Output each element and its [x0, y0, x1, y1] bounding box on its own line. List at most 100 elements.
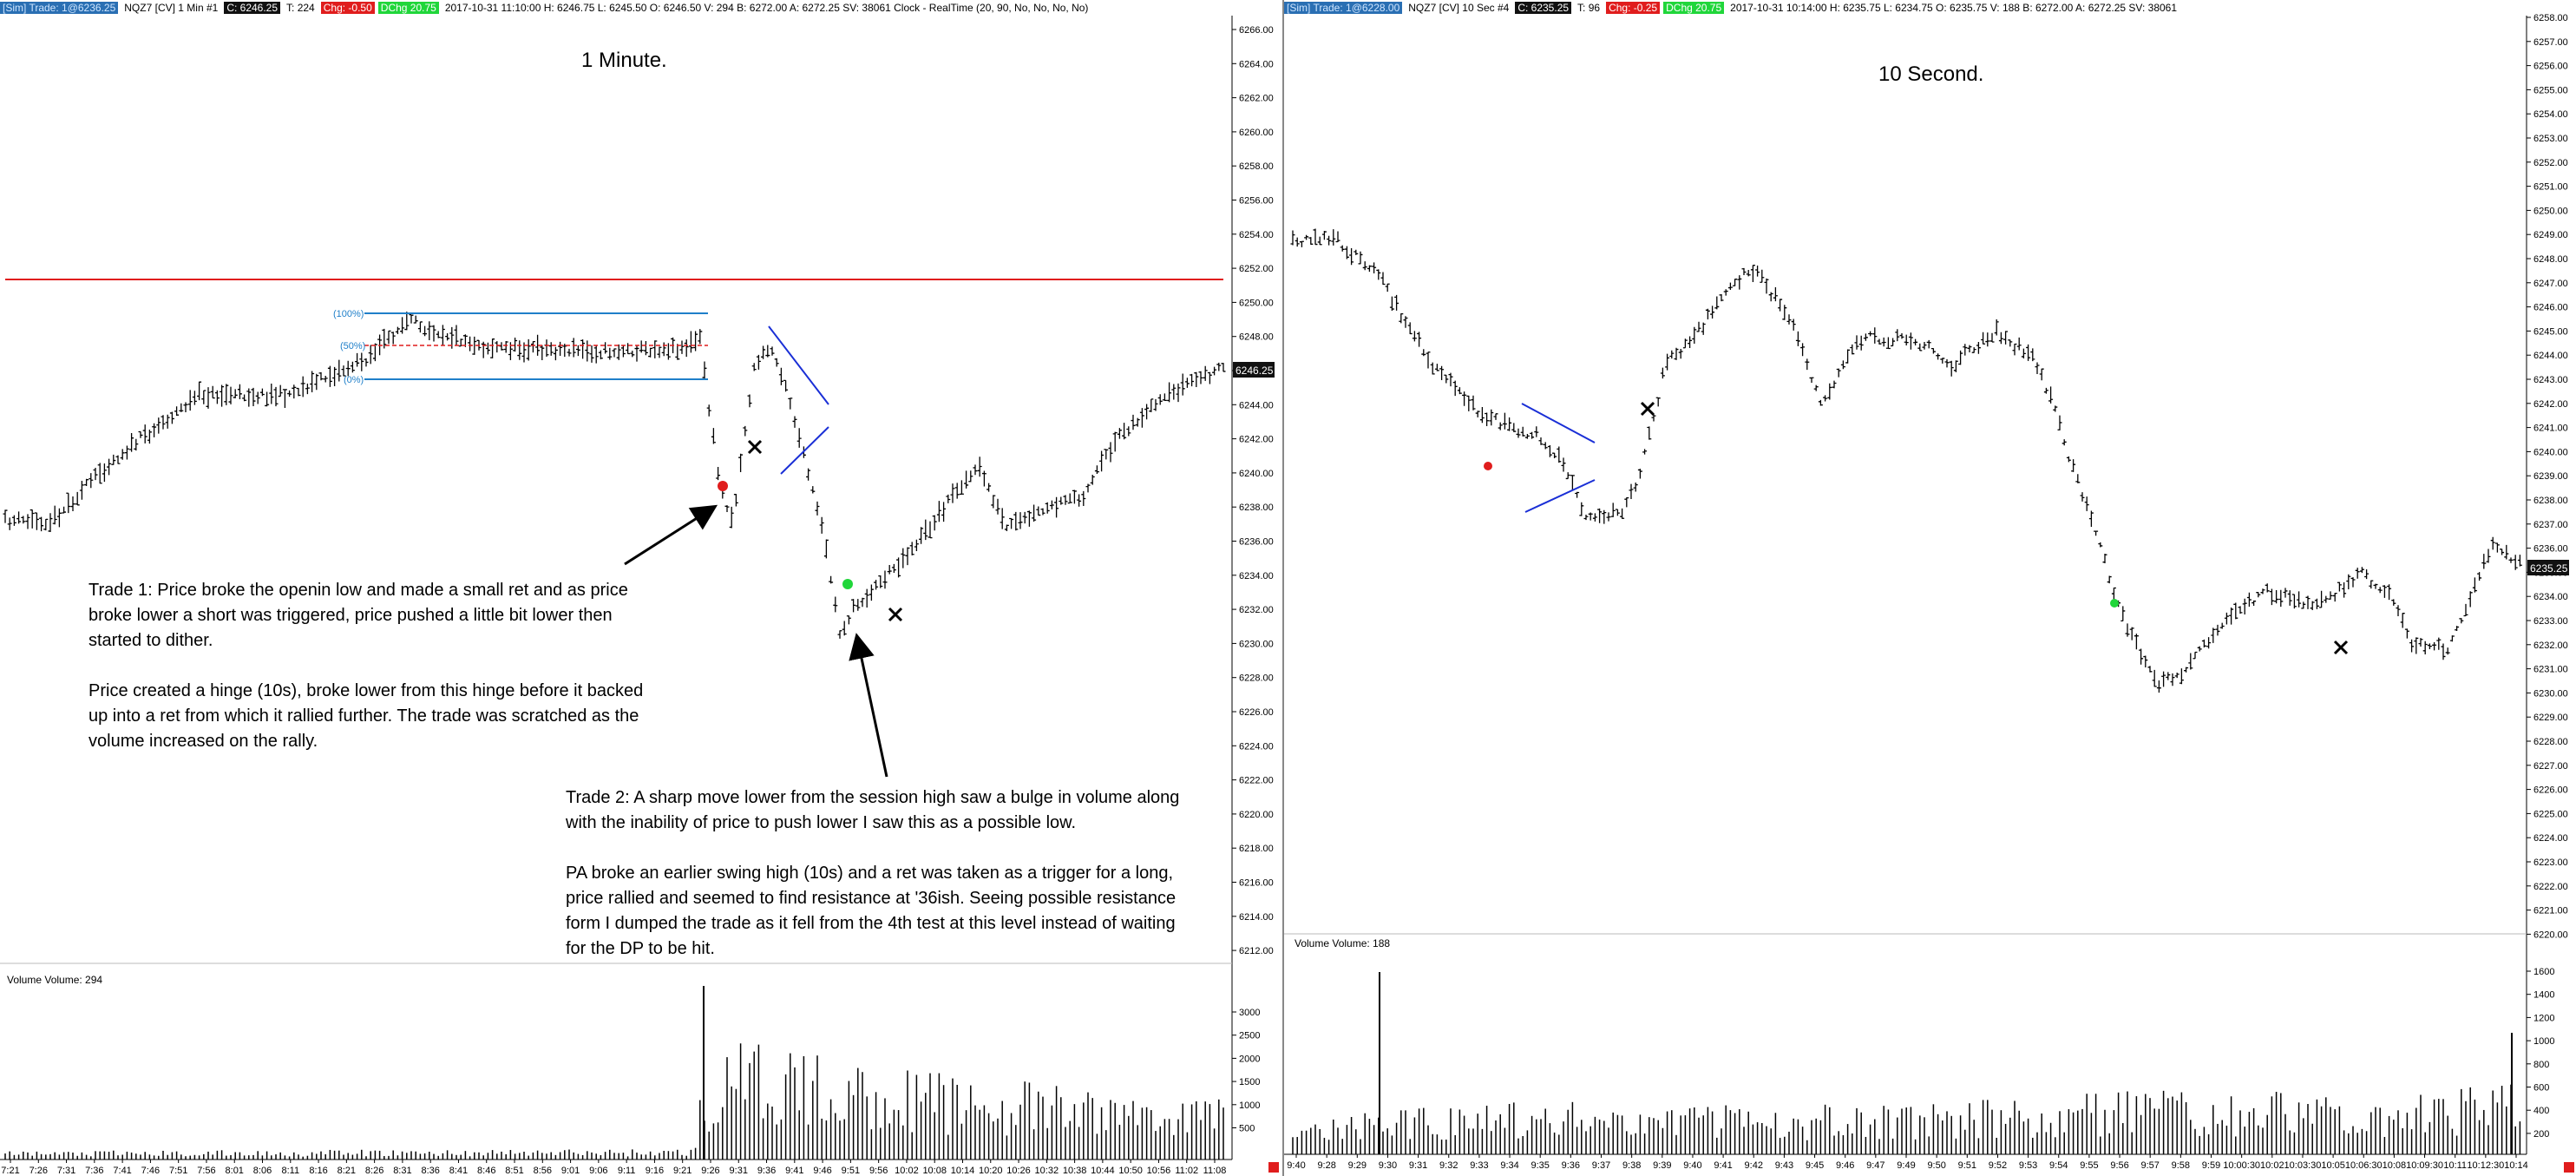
price-bar [792, 416, 797, 428]
time-tick-label: 9:50 [1927, 1160, 1945, 1171]
price-bar [1502, 412, 1507, 430]
price-bar [878, 575, 883, 588]
price-bar [52, 505, 57, 525]
price-bar [1112, 431, 1118, 452]
price-bar [1741, 267, 1747, 275]
price-tick-label: 6244.00 [2533, 351, 2568, 361]
price-bar [665, 343, 671, 360]
fib-label: (50%) [340, 341, 365, 351]
bar-info: 2017-10-31 11:10:00 H: 6246.75 L: 6245.5… [444, 2, 1089, 14]
price-bar [120, 449, 125, 460]
chart-10-second[interactable]: [Sim] Trade: 1@6228.00 NQZ7 [CV] 10 Sec #… [1282, 0, 2576, 1176]
price-bar [503, 341, 508, 353]
time-tick-label: 10:11 [2443, 1160, 2467, 1171]
price-bar [788, 397, 793, 410]
price-bar [228, 386, 233, 404]
time-tick-label: 10:56 [1147, 1166, 1171, 1176]
price-bar [1184, 378, 1190, 388]
price-bar [1389, 296, 1394, 311]
fib-label: (100%) [333, 309, 364, 319]
price-bar [1565, 472, 1570, 480]
price-bar [1782, 305, 1787, 320]
time-tick-label: 9:41 [1714, 1160, 1732, 1171]
price-bar [535, 334, 541, 356]
price-bar [612, 348, 617, 358]
price-bar [2197, 646, 2202, 652]
time-tick-label: 9:29 [1348, 1160, 1367, 1171]
price-bar [1998, 332, 2003, 345]
price-bar [1403, 316, 1408, 328]
price-bar [1067, 493, 1072, 504]
price-chart-canvas[interactable]: 6258.00 6257.00 6256.00 6255.00 6254.00 6253.… [1284, 0, 2576, 1176]
price-bar [1809, 377, 1814, 384]
price-bar [1516, 428, 1521, 438]
exit-marker [1640, 401, 1655, 417]
price-tick-label: 6244.00 [1239, 400, 1274, 411]
price-bar [1171, 384, 1177, 400]
price-bar [968, 470, 973, 483]
price-bar [1153, 398, 1158, 411]
price-bar [1534, 426, 1539, 437]
price-bar [936, 501, 941, 522]
price-bar [2174, 673, 2179, 679]
short-entry-marker [718, 481, 728, 491]
price-tick-label: 6231.00 [2533, 665, 2568, 675]
price-bar [874, 580, 879, 590]
daily-change-badge: DChg 20.75 [1663, 2, 1725, 14]
time-tick-label: 10:05 [2321, 1160, 2345, 1171]
chart-1-minute[interactable]: [Sim] Trade: 1@6236.25 NQZ7 [CV] 1 Min #1… [0, 0, 1282, 1176]
price-bar [1462, 391, 1467, 406]
time-tick-label: 7:46 [141, 1166, 160, 1176]
price-bar [1099, 450, 1104, 472]
price-bar [765, 345, 770, 358]
volume-tick-label: 200 [2533, 1129, 2549, 1140]
price-bar [603, 342, 608, 354]
price-tick-label: 6242.00 [1239, 435, 1274, 445]
price-bar [774, 358, 779, 367]
price-bar [977, 457, 982, 477]
price-bar [648, 347, 653, 358]
volume-tick-label: 600 [2533, 1083, 2549, 1094]
price-bar [138, 430, 143, 438]
time-tick-label: 8:16 [309, 1166, 327, 1176]
price-bar [1394, 294, 1399, 311]
price-bar [2301, 601, 2306, 609]
price-bar [846, 615, 851, 625]
price-bar [2026, 344, 2031, 361]
price-bar [1430, 362, 1435, 375]
price-bar [1930, 348, 1936, 354]
time-tick-label: 7:41 [113, 1166, 131, 1176]
price-bar [84, 478, 89, 486]
price-bar [70, 496, 75, 512]
price-tick-label: 6224.00 [1239, 741, 1274, 752]
price-bar [2310, 601, 2315, 611]
price-bar [1290, 230, 1295, 246]
price-bar [197, 381, 202, 401]
price-bar [1013, 511, 1019, 531]
price-bar [206, 387, 211, 409]
price-bar [2355, 568, 2360, 579]
price-bar [1022, 511, 1027, 524]
price-bar [2156, 680, 2161, 693]
price-bar [2500, 549, 2505, 555]
price-bar [887, 565, 892, 575]
price-bar [1524, 433, 1530, 439]
price-chart-canvas[interactable]: 6266.00 6264.00 6262.00 6260.00 6258.00 6256.… [0, 0, 1282, 1176]
price-bar [2039, 368, 2044, 381]
price-bar [1845, 349, 1851, 364]
price-bar [11, 515, 16, 526]
price-bar [1194, 371, 1199, 388]
price-bar [255, 391, 260, 404]
price-bar [2319, 590, 2324, 608]
time-tick-label: 9:43 [1775, 1160, 1793, 1171]
price-bar [2427, 643, 2432, 650]
price-bar [220, 384, 225, 407]
price-bar [327, 365, 332, 387]
price-bar [413, 315, 418, 324]
price-bar [2382, 585, 2387, 598]
price-bar [1891, 338, 1896, 347]
price-bar [56, 508, 62, 528]
price-bar [1547, 444, 1552, 457]
price-bar [1805, 358, 1810, 371]
price-bar [1385, 283, 1390, 292]
